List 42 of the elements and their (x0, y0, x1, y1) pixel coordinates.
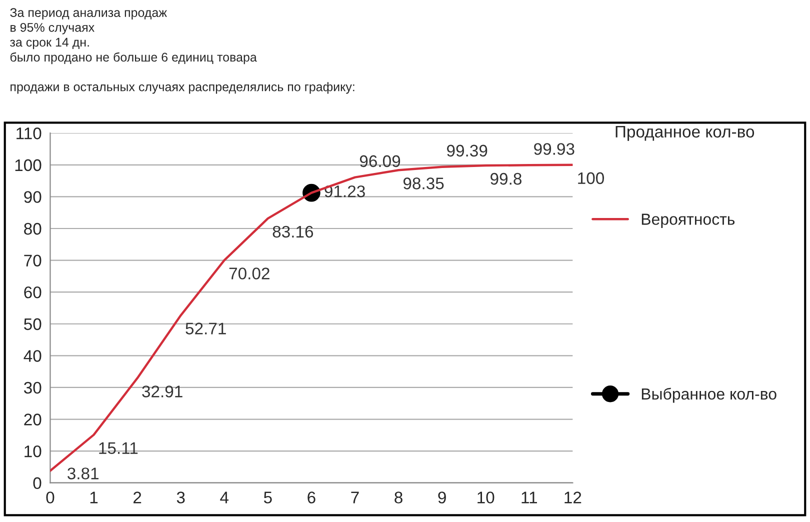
chart-title: За период анализа продаж в 95% случаях за срок 14 дн. было продано не больше 6 единиц товара продажи в остальных случаях распределялись по графику: (10, 8, 354, 94)
x-tick-label: 10 (478, 492, 494, 504)
y-tick-label: 70 (24, 254, 42, 266)
data-label: 98.35 (403, 178, 444, 190)
y-tick-label: 60 (24, 286, 42, 298)
x-tick-label: 12 (564, 492, 582, 504)
legend-label: Вероятность (642, 214, 735, 228)
y-tick-label: 20 (24, 414, 42, 426)
y-tick-label: 110 (16, 128, 42, 140)
y-tick-label: 10 (24, 445, 42, 458)
x-tick-label: 1 (90, 492, 98, 504)
data-label: 52.71 (186, 322, 226, 334)
y-tick-label: 50 (24, 318, 42, 330)
x-tick-label: 9 (438, 492, 446, 504)
y-tick-label: 90 (24, 191, 42, 203)
data-label: 3.81 (68, 468, 99, 480)
y-tick-label: 80 (24, 222, 42, 235)
y-tick-label: 30 (24, 382, 42, 394)
data-label: 70.02 (229, 268, 270, 280)
data-label: 83.16 (272, 226, 314, 238)
data-label: 99.39 (447, 144, 488, 157)
data-label: 99.93 (534, 143, 574, 155)
y-tick-label: 0 (33, 477, 42, 490)
data-label: 15.11 (99, 442, 138, 454)
legend-label: Выбранное кол-во (642, 388, 776, 403)
x-tick-label: 3 (176, 492, 185, 504)
y-tick-label: 100 (15, 159, 42, 172)
y-tick-label: 40 (24, 350, 42, 362)
data-label: 96.09 (360, 155, 400, 168)
x-axis-title: Проданное кол-во (616, 126, 754, 141)
data-label: 100 (578, 172, 604, 184)
x-tick-label: 4 (220, 492, 229, 504)
x-tick-label: 2 (134, 492, 142, 504)
x-tick-label: 5 (264, 492, 272, 504)
x-tick-label: 7 (351, 492, 359, 504)
x-tick-label: 0 (46, 492, 54, 504)
x-tick-label: 11 (522, 492, 537, 504)
data-label: 99.8 (490, 172, 522, 185)
data-label: 91.23 (324, 185, 365, 198)
x-tick-label: 8 (394, 492, 402, 504)
data-label: 32.91 (142, 386, 182, 398)
x-tick-label: 6 (308, 492, 316, 504)
